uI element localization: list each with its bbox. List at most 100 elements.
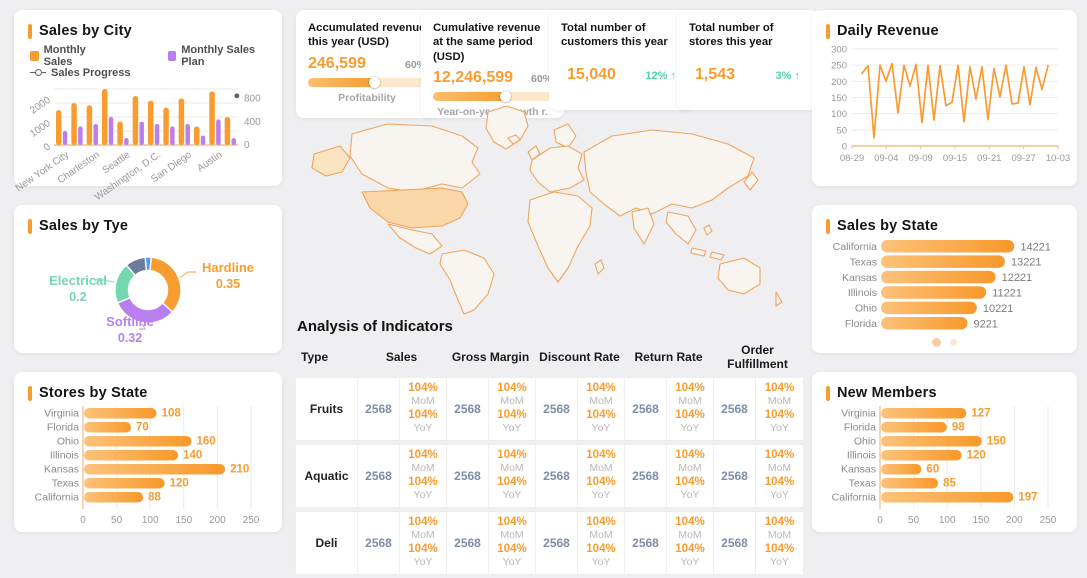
scatter-point-sales-progress[interactable] — [234, 93, 240, 99]
map-region-alaska[interactable] — [311, 145, 351, 177]
bar-monthly-sales-plan[interactable] — [231, 138, 236, 145]
bar-monthly-sales-plan[interactable] — [185, 124, 190, 145]
map-region-southeast-asia[interactable] — [665, 211, 697, 245]
bar-monthly-sales[interactable] — [71, 103, 77, 145]
map-region-indonesia[interactable] — [690, 247, 725, 261]
sales-by-tye-donut[interactable] — [28, 234, 268, 346]
pagination-dot-active[interactable] — [932, 338, 941, 347]
bar[interactable] — [880, 286, 986, 299]
map-region-europe[interactable] — [529, 145, 585, 193]
bar-monthly-sales[interactable] — [163, 107, 169, 145]
table-cell-percents: 104% MoM 104% YoY — [667, 511, 714, 574]
bar-monthly-sales[interactable] — [56, 110, 62, 145]
table-cell-percents: 104% MoM 104% YoY — [578, 511, 625, 574]
panel-header: New Members — [812, 372, 1077, 401]
bar[interactable] — [880, 255, 1005, 268]
donut-slice-hardline[interactable] — [149, 256, 182, 313]
map-region-scandinavia[interactable] — [553, 123, 577, 149]
stores-by-state-chart[interactable]: 0 50 100 150 200 250 Virginia 108 Florida 70 Ohio 1… — [23, 403, 273, 529]
bar[interactable] — [84, 450, 179, 461]
kpi-title: Total number of stores this year — [689, 22, 774, 49]
bar[interactable] — [84, 422, 132, 433]
bar-monthly-sales-plan[interactable] — [108, 117, 114, 145]
table-cell-value: 2568 — [447, 444, 489, 507]
map-region-australia[interactable] — [717, 257, 761, 295]
world-map-svg[interactable] — [292, 94, 800, 320]
x-axis-tick-label: 150 — [972, 515, 989, 526]
kpi-title: Accumulated revenue this year (USD) — [308, 22, 426, 49]
bar[interactable] — [880, 422, 947, 433]
bar[interactable] — [880, 492, 1013, 503]
bar-monthly-sales[interactable] — [209, 91, 215, 145]
bar[interactable] — [84, 492, 144, 503]
legend-item-monthly-sales-plan[interactable]: Monthly Sales Plan — [167, 44, 268, 68]
bar-monthly-sales-plan[interactable] — [139, 121, 144, 145]
bar-monthly-sales[interactable] — [117, 121, 123, 145]
bar-monthly-sales-plan[interactable] — [216, 119, 221, 145]
bar-monthly-sales[interactable] — [86, 105, 93, 145]
pagination-dot[interactable] — [950, 339, 957, 346]
bar-monthly-sales-plan[interactable] — [170, 126, 175, 145]
bar[interactable] — [880, 408, 966, 419]
map-region-uk[interactable] — [527, 145, 541, 161]
bar[interactable] — [880, 240, 1014, 253]
bar-monthly-sales[interactable] — [194, 126, 200, 145]
map-region-mexico[interactable] — [387, 223, 443, 255]
donut-leader-line — [179, 271, 196, 279]
bar-category-label: Kansas — [840, 463, 875, 475]
donut-slice-other[interactable] — [125, 256, 148, 277]
kpi-card-accumulated-revenue: Accumulated revenue this year (USD) 246,… — [296, 10, 438, 118]
map-region-south-america[interactable] — [439, 249, 495, 315]
bar-monthly-sales-plan[interactable] — [124, 138, 129, 145]
map-region-canada[interactable] — [349, 123, 481, 193]
bar[interactable] — [880, 301, 977, 315]
map-region-india[interactable] — [631, 207, 655, 245]
kpi-value: 15,040 — [567, 65, 616, 83]
map-region-africa[interactable] — [527, 191, 593, 283]
new-members-chart[interactable]: 0 50 100 150 200 250 Virginia 127 Florida 98 Ohio 1… — [820, 403, 1070, 529]
table-cell-percents: 104% MoM 104% YoY — [400, 511, 447, 574]
table-cell-value: 2568 — [625, 377, 667, 440]
bar-monthly-sales-plan[interactable] — [200, 135, 206, 145]
bar[interactable] — [880, 464, 921, 475]
bar-value-label: 210 — [230, 464, 249, 476]
map-region-greenland[interactable] — [485, 105, 529, 150]
bar[interactable] — [84, 408, 157, 419]
bar-monthly-sales-plan[interactable] — [62, 131, 68, 145]
bar-monthly-sales[interactable] — [102, 89, 108, 145]
revenue-line-series[interactable] — [860, 62, 1049, 139]
y-axis-tick-label: 300 — [831, 45, 847, 56]
table-cell-value: 2568 — [536, 444, 578, 507]
world-map[interactable] — [292, 94, 800, 320]
bar[interactable] — [84, 478, 165, 489]
bar-monthly-sales[interactable] — [224, 117, 231, 145]
sales-by-state-chart[interactable]: California 14221 Texas 13221 Kansas 12221 Illi… — [825, 236, 1065, 334]
bar[interactable] — [880, 450, 962, 461]
map-region-new-zealand[interactable] — [775, 291, 783, 307]
map-region-madagascar[interactable] — [594, 259, 605, 275]
progress-knob — [499, 91, 511, 103]
map-region-philippines[interactable] — [703, 224, 713, 236]
map-region-usa[interactable] — [361, 187, 469, 229]
bar-monthly-sales[interactable] — [148, 100, 154, 145]
legend-item-sales-progress[interactable]: Sales Progress — [30, 67, 131, 79]
map-region-japan[interactable] — [743, 171, 759, 191]
bar[interactable] — [880, 270, 996, 284]
bar[interactable] — [880, 436, 982, 447]
map-region-iceland[interactable] — [507, 134, 521, 145]
legend-item-monthly-sales[interactable]: Monthly Sales — [30, 44, 108, 68]
map-region-asia[interactable] — [583, 129, 755, 217]
bar-monthly-sales-plan[interactable] — [93, 124, 98, 145]
bar[interactable] — [880, 317, 967, 330]
bar-monthly-sales[interactable] — [178, 98, 185, 145]
daily-revenue-chart[interactable]: 0 50 100 150 200 250 300 08-29 09-04 09-09 09-15 09… — [824, 41, 1070, 179]
table-cell-value: 2568 — [536, 511, 578, 574]
bar[interactable] — [880, 478, 938, 489]
bar-monthly-sales-plan[interactable] — [154, 124, 160, 145]
bar-monthly-sales[interactable] — [132, 96, 139, 145]
panel-header: Sales by City — [14, 10, 282, 39]
bar[interactable] — [84, 436, 192, 447]
bar-monthly-sales-plan[interactable] — [78, 126, 83, 145]
bar[interactable] — [84, 464, 226, 475]
